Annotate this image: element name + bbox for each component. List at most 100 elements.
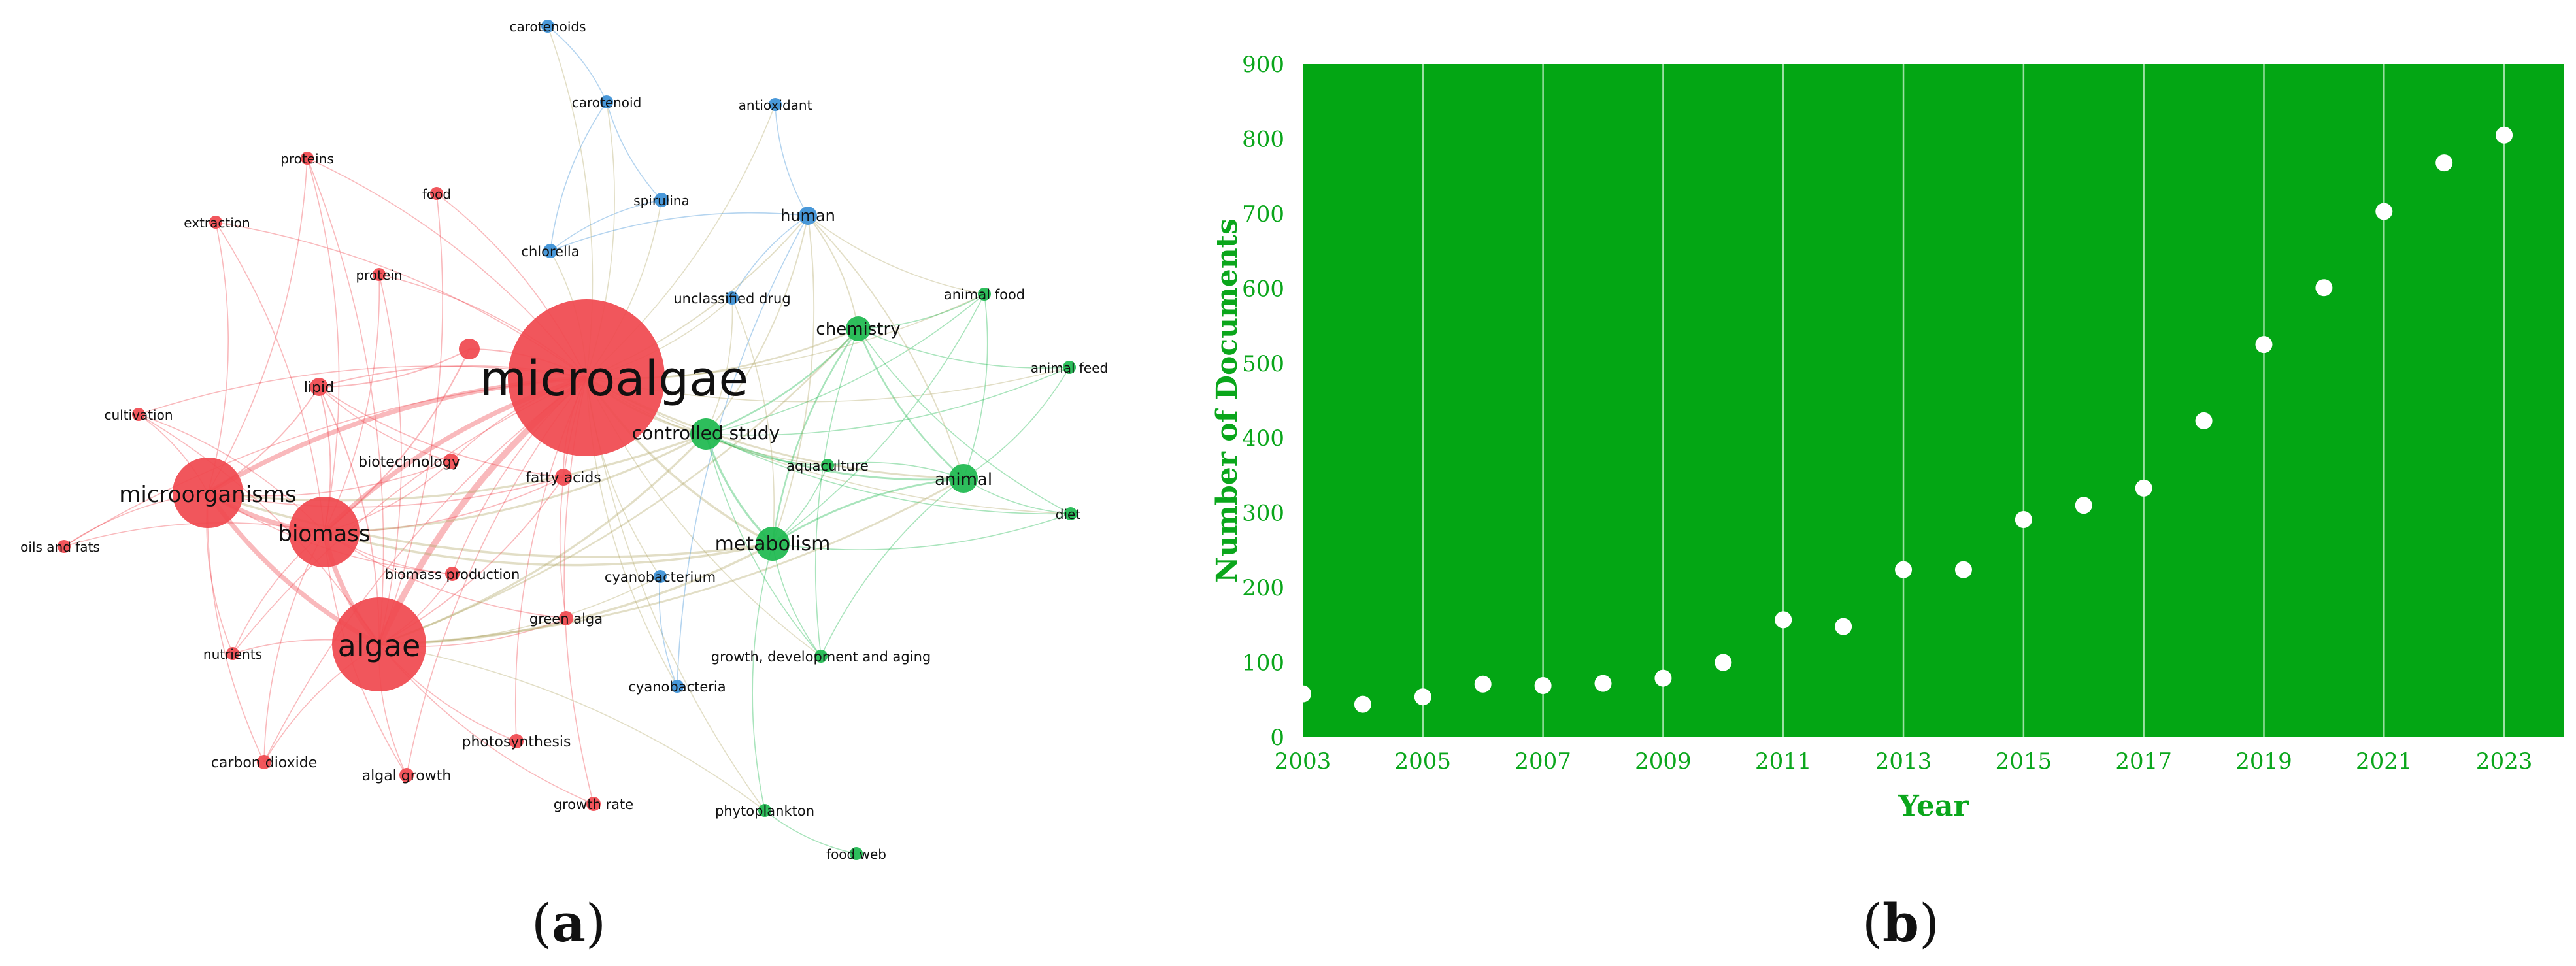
- network-link: [658, 576, 678, 687]
- y-tick-400: 400: [1242, 425, 1284, 452]
- data-point-2019: [2255, 336, 2273, 354]
- node-label-microorganisms: microorganisms: [119, 482, 296, 508]
- node-label-algae: algae: [338, 628, 421, 663]
- node-label-extraction: extraction: [184, 215, 250, 231]
- network-link: [857, 328, 964, 479]
- node-antioxidant: [769, 98, 782, 111]
- node-label-cyanobacteria: cyanobacteria: [628, 679, 726, 695]
- node-metabolism: [756, 527, 790, 561]
- node-proteins: [301, 152, 314, 165]
- panel-b-label: (b): [1862, 892, 1939, 954]
- network-link: [324, 531, 567, 619]
- network-link: [858, 328, 1070, 369]
- data-point-2021: [2375, 203, 2393, 220]
- network-link: [827, 461, 964, 479]
- node-green-alga: [559, 611, 573, 625]
- data-point-2008: [1594, 675, 1612, 692]
- network-link: [775, 104, 809, 216]
- network-link: [963, 293, 988, 479]
- network-link: [772, 215, 815, 544]
- node-label-carotenoids: carotenoids: [509, 19, 586, 35]
- panel-a-label-letter: a: [552, 892, 586, 954]
- network-link: [858, 328, 1071, 514]
- network-link: [764, 810, 857, 854]
- network-link: [752, 543, 773, 811]
- node-label-biomass-production: biomass production: [385, 567, 520, 582]
- network-link: [606, 101, 662, 201]
- network-link: [324, 531, 773, 567]
- network-link: [772, 293, 985, 544]
- node-label-human: human: [780, 207, 835, 225]
- network-link: [318, 386, 564, 478]
- x-tick-labels: 2003 2005 2007 2009 2011 2013 2015 2017 2019 2021…: [1275, 748, 2533, 774]
- x-tick-2011: 2011: [1755, 748, 1812, 774]
- network-link: [207, 476, 564, 508]
- network-link: [318, 386, 452, 462]
- network-link: [772, 477, 964, 545]
- network-link: [705, 433, 964, 481]
- network-link: [807, 215, 964, 479]
- network-link: [215, 222, 325, 533]
- y-tick-labels: 0 100 200 300 400 500 600 700 800 900: [1242, 52, 1284, 751]
- network-link: [378, 477, 964, 646]
- x-tick-2003: 2003: [1275, 748, 1331, 774]
- panel-b-label-open: (: [1862, 893, 1882, 954]
- node-label-metabolism: metabolism: [715, 533, 831, 556]
- node-biotechnology: [443, 454, 459, 469]
- node-carotenoids: [541, 20, 554, 33]
- node-label-spirulina: spirulina: [633, 193, 690, 208]
- y-tick-0: 0: [1270, 725, 1284, 751]
- network-link: [324, 274, 380, 533]
- network-link: [378, 433, 707, 646]
- network-link: [820, 478, 964, 657]
- node-unclassified-drug: [726, 291, 739, 305]
- node-label-photosynthesis: photosynthesis: [461, 734, 571, 750]
- data-points: [1294, 126, 2513, 713]
- network-link: [378, 193, 443, 645]
- node-label-nutrients: nutrients: [203, 646, 262, 662]
- node-algae: [332, 597, 426, 691]
- node-label-animal-feed: animal feed: [1031, 360, 1109, 376]
- node-label-growth-rate: growth rate: [554, 797, 633, 812]
- documents-per-year-chart: 2003 2005 2007 2009 2011 2013 2015 2017 2019 2021…: [1211, 52, 2564, 954]
- network-link: [307, 158, 384, 645]
- node-growth-development-aging: [814, 650, 828, 663]
- node-label-chemistry: chemistry: [816, 320, 900, 339]
- node-label-carotenoid: carotenoid: [572, 95, 642, 110]
- data-point-2020: [2315, 279, 2333, 297]
- node-oils-and-fats: [58, 540, 71, 553]
- network-link: [705, 328, 859, 435]
- node-carotenoid: [600, 95, 613, 108]
- node-aquaculture: [821, 459, 834, 472]
- node-label-biomass: biomass: [278, 521, 370, 547]
- node-chemistry: [846, 316, 871, 341]
- data-point-2023: [2496, 126, 2513, 144]
- network-link: [550, 212, 809, 252]
- y-axis-title: Number of Documents: [1211, 218, 1244, 583]
- network-link: [378, 328, 859, 646]
- network-link: [207, 433, 707, 502]
- y-tick-900: 900: [1242, 52, 1284, 78]
- data-point-2013: [1895, 561, 1913, 578]
- node-food: [430, 187, 443, 200]
- node-cyanobacterium: [654, 570, 667, 583]
- network-link: [378, 644, 765, 811]
- node-animal-feed: [1063, 361, 1076, 374]
- node-label-microalgae: microalgae: [480, 351, 748, 407]
- data-point-2007: [1534, 677, 1552, 695]
- network-links: [63, 25, 1071, 854]
- node-extraction: [209, 216, 222, 229]
- node-label-unclassified-drug: unclassified drug: [673, 291, 790, 307]
- node-microorganisms: [173, 458, 243, 528]
- network-link: [63, 377, 587, 547]
- node-label-oils-and-fats: oils and fats: [20, 539, 100, 555]
- y-tick-800: 800: [1242, 126, 1284, 152]
- network-link: [207, 222, 229, 493]
- node-photosynthesis: [509, 734, 524, 748]
- data-point-2016: [2075, 497, 2092, 514]
- network-link: [550, 101, 607, 252]
- node-label-growth-development-aging: growth, development and aging: [711, 649, 931, 665]
- node-animal: [949, 464, 978, 493]
- data-point-2010: [1715, 654, 1732, 671]
